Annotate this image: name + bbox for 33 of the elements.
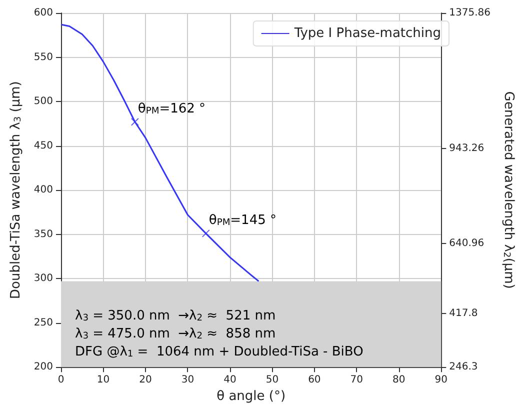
x-tick-label: 70 <box>350 374 364 386</box>
annotation: θPM=162 ° <box>138 101 206 116</box>
x-tick-label: 0 <box>58 374 64 386</box>
x-tick-label: 90 <box>434 374 448 386</box>
y-tick-label: 450 <box>34 140 53 152</box>
annotation: θPM=145 ° <box>208 212 277 228</box>
legend-label: Type I Phase-matching <box>293 26 442 41</box>
y-axis-title: Doubled-TiSa wavelength λ3 (μm) <box>8 81 24 299</box>
x-tick-label: 80 <box>392 374 406 386</box>
annotation: λ3 = 350.0 nm →λ2 ≈ 521 nm <box>75 308 276 324</box>
y-tick-label: 300 <box>34 273 53 284</box>
annotation: DFG @λ1 = 1064 nm + Doubled-TiSa - BiBO <box>75 344 364 360</box>
y-tick-label: 500 <box>34 96 53 108</box>
y2-tick-label: 943.26 <box>449 143 484 154</box>
y-tick-label: 600 <box>34 8 53 18</box>
y2-tick-label: 640.96 <box>449 238 484 249</box>
x-tick-label: 60 <box>308 374 321 386</box>
x-tick-label: 10 <box>96 374 110 386</box>
y2-axis-title: Generated wavelength λ2(μm) <box>500 91 516 289</box>
x-tick-label: 40 <box>224 374 236 386</box>
x-tick-label: 30 <box>181 374 194 386</box>
y-tick-label: 550 <box>34 52 53 63</box>
x-axis-title: θ angle (°) <box>216 389 286 404</box>
annotation: λ3 = 475.0 nm →λ2 ≈ 858 nm <box>75 326 276 342</box>
x-tick-label: 50 <box>266 374 279 386</box>
y-tick-label: 350 <box>34 228 53 240</box>
y2-tick-label: 417.8 <box>449 308 478 319</box>
y-tick-label: 400 <box>34 184 53 196</box>
x-tick-label: 20 <box>139 374 152 386</box>
y-tick-label: 250 <box>34 317 53 328</box>
y2-tick-label: 246.3 <box>449 362 478 373</box>
y-tick-label: 200 <box>34 362 53 373</box>
y2-tick-label: 1375.86 <box>449 8 491 18</box>
